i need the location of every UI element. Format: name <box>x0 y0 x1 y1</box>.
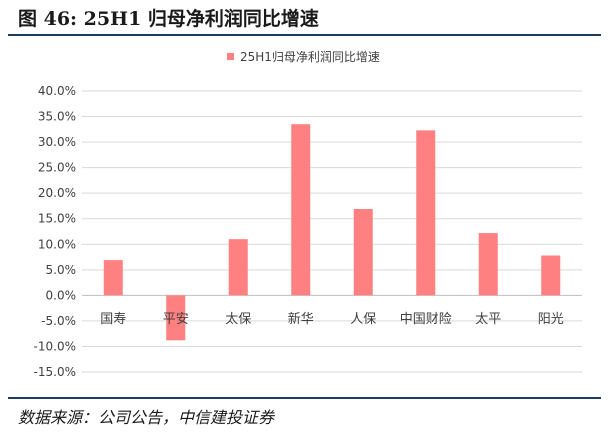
bar <box>478 233 498 296</box>
bar <box>291 124 311 296</box>
y-tick-label: 10.0% <box>38 237 76 251</box>
x-category-label: 太平 <box>475 312 501 327</box>
y-tick-label: 0.0% <box>46 288 77 302</box>
y-tick-label: -10.0% <box>34 339 76 353</box>
y-tick-label: 20.0% <box>38 186 76 200</box>
y-tick-label: 15.0% <box>38 212 76 226</box>
y-tick-label: 5.0% <box>46 263 77 277</box>
x-category-label: 人保 <box>350 312 376 327</box>
y-tick-label: 40.0% <box>38 84 76 98</box>
x-category-label: 阳光 <box>538 312 564 327</box>
x-category-label: 国寿 <box>100 312 126 327</box>
legend: 25H1归母净利润同比增速 <box>227 50 380 64</box>
top-rule <box>8 34 601 36</box>
x-category-label: 新华 <box>288 311 314 327</box>
y-tick-label: 35.0% <box>38 110 76 124</box>
figure-title: 图 46: 25H1 归母净利润同比增速 <box>18 8 319 30</box>
y-axis-ticks: 40.0% 35.0% 30.0% 25.0% 20.0% 15.0% 10.0% 5.0% 0… <box>34 84 76 379</box>
bars <box>103 124 561 341</box>
x-axis-labels: 国寿 平安 太保 新华 人保 中国财险 太平 阳光 <box>100 311 564 327</box>
source-note: 数据来源：公司公告，中信建投证券 <box>18 408 275 427</box>
bar <box>228 239 248 296</box>
bar <box>103 260 123 296</box>
grid-lines <box>82 90 582 373</box>
x-category-label: 中国财险 <box>400 312 452 327</box>
legend-swatch <box>227 53 234 60</box>
bar <box>416 130 436 296</box>
y-tick-label: 30.0% <box>38 135 76 149</box>
bottom-rule <box>8 397 601 399</box>
y-tick-label: -15.0% <box>34 365 76 379</box>
bar <box>541 255 561 296</box>
bar <box>353 209 373 296</box>
x-category-label: 太保 <box>225 312 251 327</box>
legend-label: 25H1归母净利润同比增速 <box>240 50 380 64</box>
bar <box>166 295 186 341</box>
y-tick-label: -5.0% <box>41 314 76 328</box>
x-category-label: 平安 <box>163 312 189 327</box>
y-tick-label: 25.0% <box>38 161 76 175</box>
